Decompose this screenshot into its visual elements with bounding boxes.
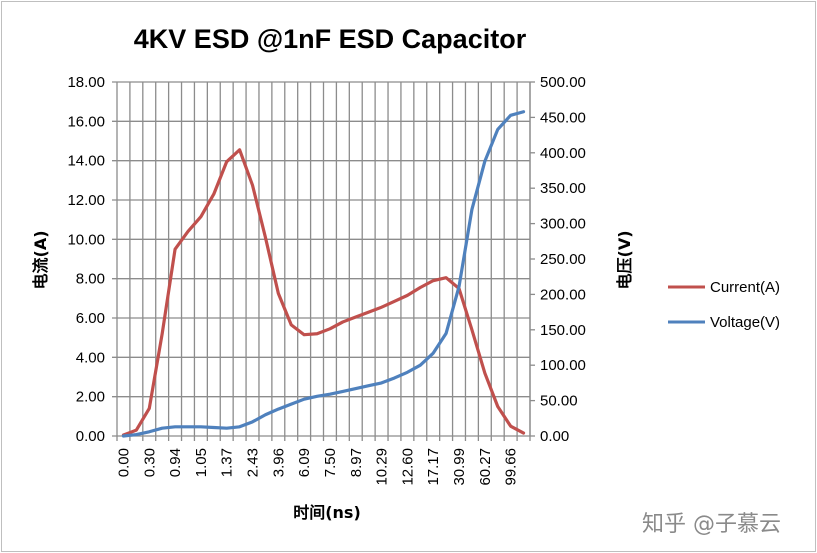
y-axis-left-label: 电流(A) <box>31 230 50 289</box>
y-left-tick-label: 14.00 <box>67 153 105 170</box>
x-tick-label: 10.29 <box>374 448 391 486</box>
grid <box>112 81 535 441</box>
y-left-tick-label: 8.00 <box>76 271 105 288</box>
y-left-tick-label: 0.00 <box>76 428 105 445</box>
legend: Current(A) Voltage(V) <box>668 279 780 331</box>
x-tick-label: 7.50 <box>322 448 339 477</box>
y-right-tick-label: 500.00 <box>540 74 586 91</box>
x-tick-label: 1.37 <box>219 448 236 477</box>
y-left-tick-label: 4.00 <box>76 349 105 366</box>
y-right-tick-label: 100.00 <box>540 357 586 374</box>
x-tick-label: 0.00 <box>115 448 132 477</box>
y-left-tick-label: 10.00 <box>67 231 105 248</box>
chart-title: 4KV ESD @1nF ESD Capacitor <box>134 24 527 54</box>
y-right-tick-label: 150.00 <box>540 322 586 339</box>
x-tick-label: 6.09 <box>296 448 313 477</box>
y-right-tick-label: 350.00 <box>540 180 586 197</box>
y-left-tick-label: 18.00 <box>67 74 105 91</box>
y-right-tick-label: 300.00 <box>540 216 586 233</box>
y-right-tick-label: 50.00 <box>540 393 578 410</box>
x-tick-label: 3.96 <box>270 448 287 477</box>
series-line-current <box>121 148 526 437</box>
y-left-tick-label: 12.00 <box>67 192 105 209</box>
x-tick-label: 0.30 <box>141 448 158 477</box>
y-right-tick-label: 250.00 <box>540 251 586 268</box>
x-tick-label: 30.99 <box>451 448 468 486</box>
y-left-tick-label: 16.00 <box>67 113 105 130</box>
watermark: 知乎 @子慕云 <box>642 512 781 537</box>
legend-label-voltage: Voltage(V) <box>710 314 780 331</box>
y-right-tick-label: 450.00 <box>540 109 586 126</box>
x-tick-label: 0.94 <box>167 448 184 477</box>
x-tick-label: 1.05 <box>193 448 210 477</box>
series-line-voltage <box>121 110 526 438</box>
y-right-tick-label: 0.00 <box>540 428 569 445</box>
y-left-tick-label: 6.00 <box>76 310 105 327</box>
y-left-tick-label: 2.00 <box>76 389 105 406</box>
x-axis-label: 时间(ns) <box>293 503 361 522</box>
x-tick-label: 2.43 <box>245 448 262 477</box>
legend-label-current: Current(A) <box>710 279 780 296</box>
y-axis-right-label: 电压(V) <box>615 230 634 289</box>
x-tick-label: 60.27 <box>477 448 494 486</box>
x-tick-label: 17.17 <box>425 448 442 486</box>
y-right-tick-label: 400.00 <box>540 145 586 162</box>
x-tick-label: 99.66 <box>503 448 520 486</box>
series-lines <box>121 110 526 438</box>
x-tick-label: 12.60 <box>399 448 416 486</box>
y-right-tick-label: 200.00 <box>540 286 586 303</box>
x-tick-label: 8.97 <box>348 448 365 477</box>
axis-ticks: 0.00 2.00 4.00 6.00 8.00 10.00 12.00 14.00 16.00… <box>67 74 585 486</box>
